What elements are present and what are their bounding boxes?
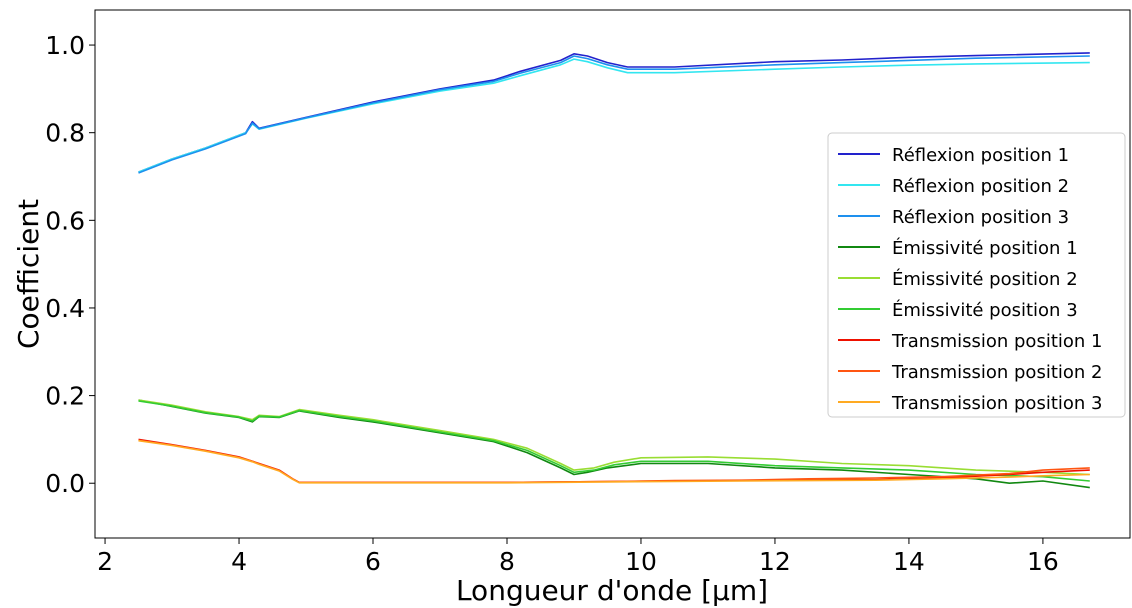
x-axis: 2 4 6 8 10 12 14 16 [97, 538, 1059, 576]
x-tick-label: 2 [97, 547, 113, 576]
x-tick-label: 10 [625, 547, 657, 576]
y-tick-label: 0.6 [45, 206, 85, 235]
series-line-5 [138, 399, 1090, 476]
legend: Réflexion position 1 Réflexion position 2… [827, 132, 1126, 418]
legend-label: Transmission position 3 [891, 393, 1102, 414]
x-tick-label: 12 [759, 547, 791, 576]
series-layer [138, 52, 1090, 489]
legend-label: Réflexion position 2 [892, 176, 1069, 197]
x-tick-label: 8 [499, 547, 515, 576]
y-tick-label: 0.0 [45, 469, 85, 498]
series-line-3 [138, 55, 1090, 174]
legend-label: Émissivité position 3 [892, 299, 1078, 321]
y-tick-label: 0.2 [45, 382, 85, 411]
y-axis: 0.0 0.2 0.4 0.6 0.8 1.0 [45, 31, 95, 498]
x-tick-label: 6 [365, 547, 381, 576]
legend-label: Émissivité position 2 [892, 268, 1078, 290]
legend-label: Transmission position 1 [891, 331, 1102, 352]
x-tick-label: 14 [893, 547, 925, 576]
series-line-6 [138, 400, 1090, 482]
legend-label: Émissivité position 1 [892, 237, 1078, 259]
x-axis-title: Longueur d'onde [µm] [456, 574, 768, 607]
legend-frame [827, 132, 1126, 418]
y-tick-label: 0.8 [45, 119, 85, 148]
legend-label: Transmission position 2 [891, 362, 1102, 383]
y-tick-label: 1.0 [45, 31, 85, 60]
series-line-9 [138, 439, 1090, 484]
x-tick-label: 4 [231, 547, 247, 576]
x-tick-label: 16 [1027, 547, 1059, 576]
legend-label: Réflexion position 1 [892, 145, 1069, 166]
legend-label: Réflexion position 3 [892, 207, 1069, 228]
y-axis-title: Coefficient [12, 199, 45, 349]
y-tick-label: 0.4 [45, 294, 85, 323]
